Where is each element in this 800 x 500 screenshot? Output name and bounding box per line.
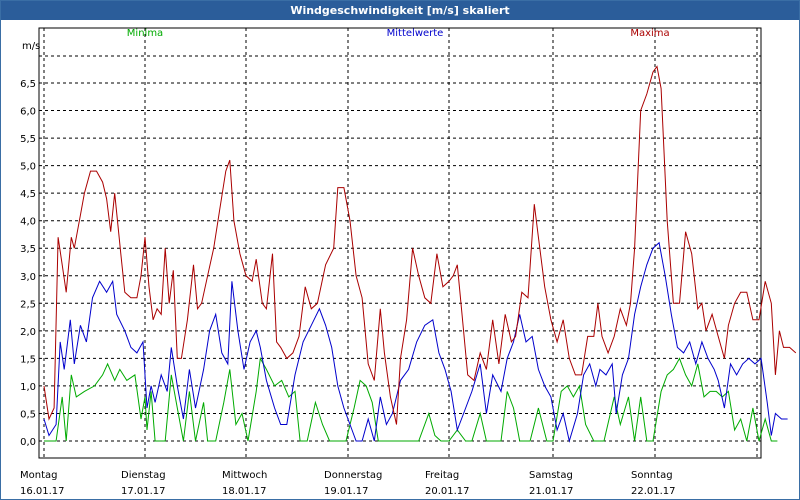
y-tick-label: 0,0	[20, 437, 36, 448]
x-tick-day: Samstag	[529, 470, 573, 481]
series-line-maxima	[43, 65, 797, 425]
y-tick-label: 3,0	[20, 272, 36, 283]
x-tick-day: Mittwoch	[222, 470, 267, 481]
plot-area	[38, 27, 762, 459]
x-tick-date: 16.01.17	[20, 486, 65, 497]
y-tick-labels: 0,0 0,5 1,0 1,5 2,0 2,5 3,0 3,5 4,0 4,5 5,0 5,5 6,0 6…	[20, 79, 36, 448]
y-tick-label: 5,0	[20, 162, 36, 173]
x-tick-day: Montag	[20, 470, 57, 481]
y-tick-label: 1,5	[20, 354, 36, 365]
y-tick-label: 2,0	[20, 327, 36, 338]
y-tick-label: 3,5	[20, 244, 36, 255]
y-tick-label: 6,5	[20, 79, 36, 90]
x-tick-date: 20.01.17	[425, 486, 470, 497]
y-tick-label: 2,5	[20, 299, 36, 310]
y-tick-label: 4,0	[20, 217, 36, 228]
x-tick-labels: Montag 16.01.17 Dienstag 17.01.17 Mittwoch 18…	[20, 470, 676, 497]
y-tick-label: 5,5	[20, 134, 36, 145]
x-tick-date: 18.01.17	[222, 486, 267, 497]
series-line-minima	[44, 356, 778, 442]
legend-maxima: Maxima	[630, 28, 669, 39]
x-tick-date: 21.01.17	[529, 486, 574, 497]
chart-title: Windgeschwindigkeit [m/s] skaliert	[1, 1, 799, 20]
x-tick-day: Donnerstag	[324, 470, 382, 481]
x-tick-date: 19.01.17	[324, 486, 369, 497]
grid-lines	[39, 28, 761, 458]
legend-mittelwerte: Mittelwerte	[387, 28, 444, 39]
legend: Minima Mittelwerte Maxima	[127, 28, 670, 39]
x-tick-date: 17.01.17	[121, 486, 166, 497]
x-tick-day: Dienstag	[121, 470, 166, 481]
y-tick-label: 4,5	[20, 189, 36, 200]
x-tick-day: Freitag	[425, 470, 459, 481]
y-tick-label: 1,0	[20, 382, 36, 393]
legend-minima: Minima	[127, 28, 163, 39]
y-tick-label: 6,0	[20, 107, 36, 118]
series-group	[43, 65, 797, 443]
y-axis-label: m/s	[22, 41, 40, 52]
series-line-mittelwerte	[43, 241, 788, 443]
x-tick-day: Sonntag	[631, 470, 673, 481]
x-tick-date: 22.01.17	[631, 486, 676, 497]
y-tick-label: 0,5	[20, 409, 36, 420]
